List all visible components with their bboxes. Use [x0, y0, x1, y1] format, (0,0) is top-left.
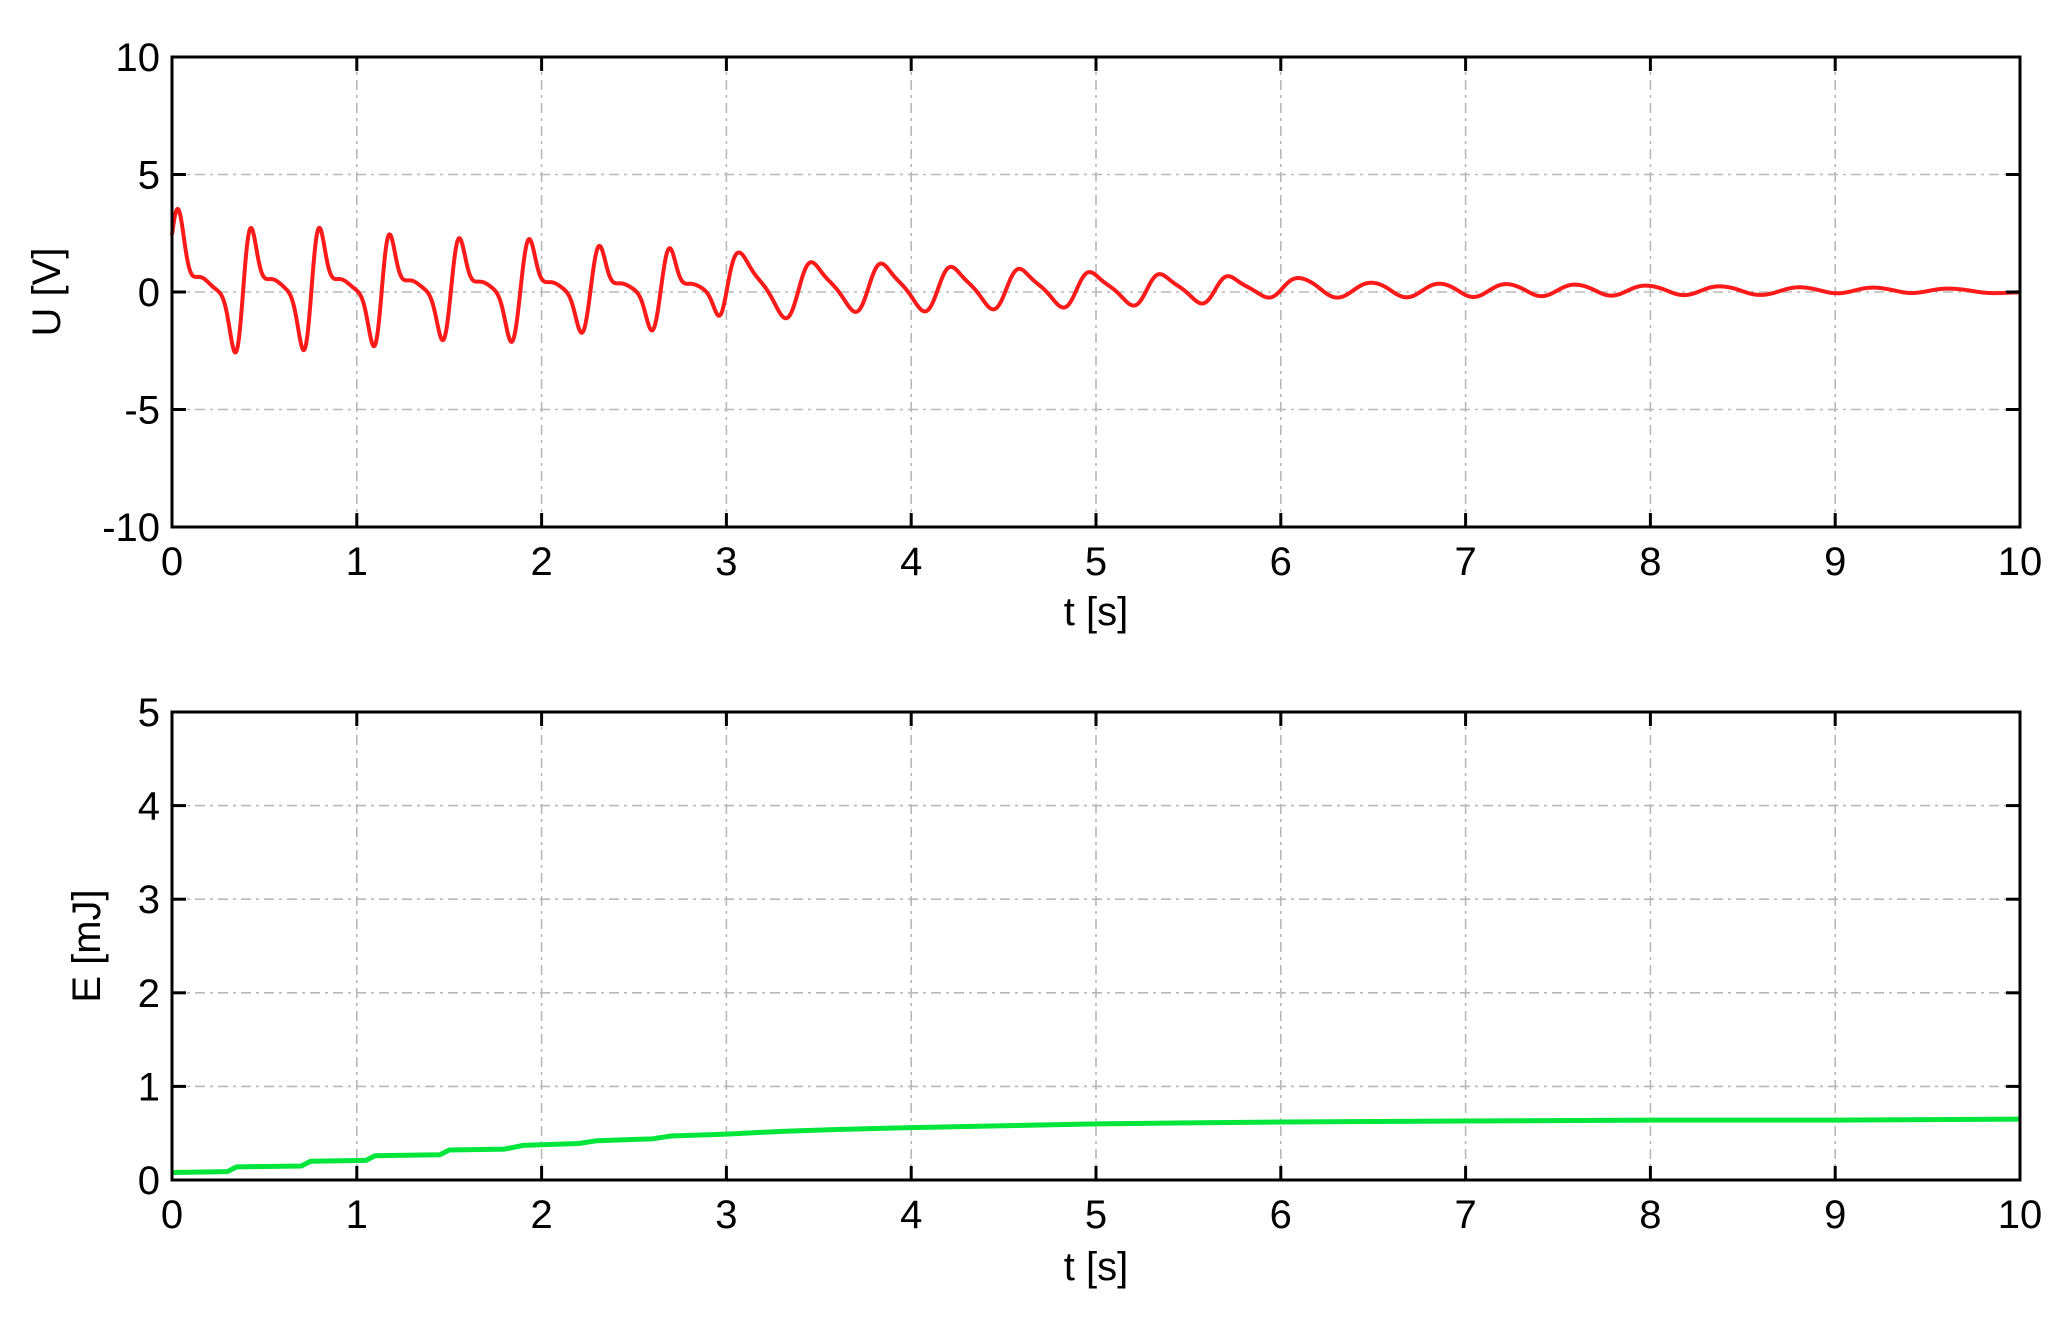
x-tick-label: 0 [161, 540, 183, 584]
voltage-series-line [170, 206, 2022, 355]
x-tick-label: 7 [1454, 1193, 1476, 1237]
x-tick-label: 6 [1270, 1193, 1292, 1237]
x-tick-label: 9 [1824, 540, 1846, 584]
x-tick-label: 6 [1270, 540, 1292, 584]
energy-ticks: 0 1 2 3 4 5 6 7 8 9 10 0 1 2 3 4 5 [138, 691, 2043, 1237]
energy-x-axis-label: t [s] [1064, 1245, 1128, 1289]
y-tick-label: 5 [138, 691, 160, 735]
x-tick-label: 1 [346, 540, 368, 584]
y-tick-label: -10 [102, 506, 160, 550]
energy-y-axis-label: E [mJ] [65, 889, 109, 1002]
x-tick-label: 2 [530, 540, 552, 584]
voltage-ticks: 0 1 2 3 4 5 6 7 8 9 10 -10 -5 0 5 10 [102, 36, 2042, 584]
x-tick-label: 5 [1085, 540, 1107, 584]
x-tick-label: 3 [715, 1193, 737, 1237]
x-tick-label: 10 [1998, 1193, 2043, 1237]
y-tick-label: 5 [138, 154, 160, 198]
x-tick-label: 8 [1639, 1193, 1661, 1237]
y-tick-label: 2 [138, 972, 160, 1016]
x-tick-label: 3 [715, 540, 737, 584]
y-tick-label: 4 [138, 785, 160, 829]
y-tick-label: 0 [138, 271, 160, 315]
voltage-y-axis-label: U [V] [25, 248, 69, 337]
y-tick-label: 3 [138, 878, 160, 922]
energy-grid [172, 712, 2020, 1180]
y-tick-label: 10 [116, 36, 161, 80]
x-tick-label: 2 [530, 1193, 552, 1237]
y-tick-label: -5 [124, 389, 160, 433]
voltage-x-axis-label: t [s] [1064, 590, 1128, 634]
x-tick-label: 5 [1085, 1193, 1107, 1237]
x-tick-label: 4 [900, 1193, 922, 1237]
x-tick-label: 7 [1454, 540, 1476, 584]
x-tick-label: 1 [346, 1193, 368, 1237]
y-tick-label: 1 [138, 1065, 160, 1109]
energy-series-line [171, 1116, 2021, 1176]
y-tick-label: 0 [138, 1159, 160, 1203]
x-tick-label: 10 [1998, 540, 2043, 584]
voltage-plot: 0 1 2 3 4 5 6 7 8 9 10 -10 -5 0 5 10 t [s] U [V] [25, 36, 2042, 634]
x-tick-label: 9 [1824, 1193, 1846, 1237]
energy-plot: 0 1 2 3 4 5 6 7 8 9 10 0 1 2 3 4 5 t [s] E [mJ] [65, 691, 2042, 1289]
x-tick-label: 4 [900, 540, 922, 584]
x-tick-label: 8 [1639, 540, 1661, 584]
x-tick-label: 0 [161, 1193, 183, 1237]
